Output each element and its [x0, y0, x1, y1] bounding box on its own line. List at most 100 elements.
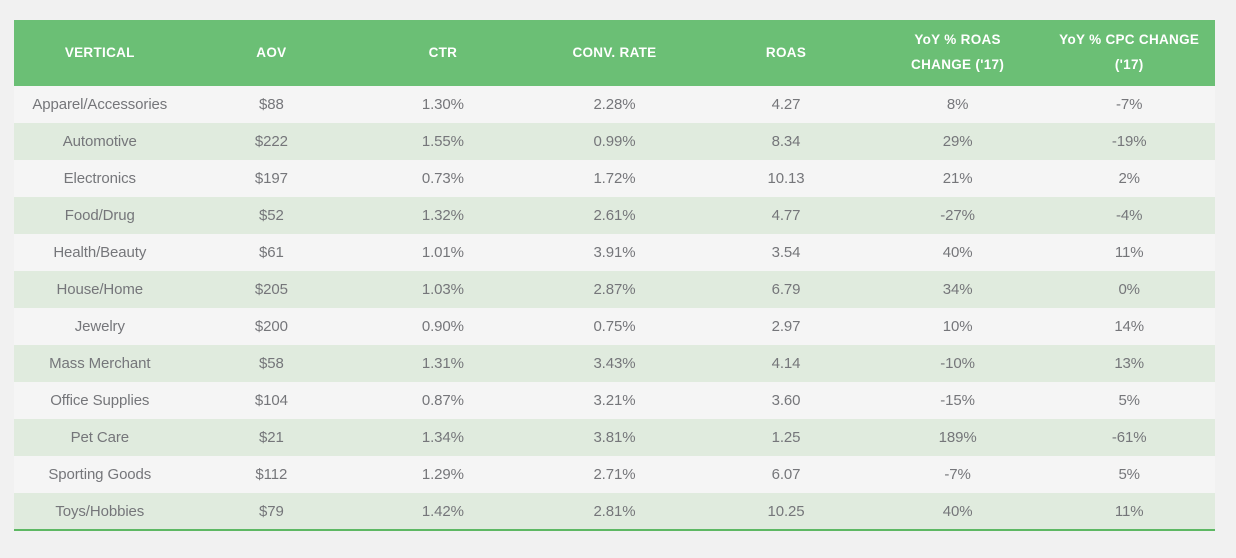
table-row-house-home: House/Home $205 1.03% 2.87% 6.79 34% 0%	[14, 271, 1215, 308]
cell-yoy-roas-change-17: 10%	[871, 308, 1044, 345]
cell-aov: $200	[185, 308, 358, 345]
table-row-health-beauty: Health/Beauty $61 1.01% 3.91% 3.54 40% 11%	[14, 234, 1215, 271]
column-header-yoy-roas-change-17: YoY % ROAS CHANGE ('17)	[871, 20, 1044, 86]
cell-ctr: 0.73%	[357, 160, 529, 197]
cell-ctr: 1.55%	[357, 123, 529, 160]
cell-aov: $58	[185, 345, 358, 382]
table-header: VERTICAL AOV CTR CONV. RATE ROAS YoY % ROAS C…	[14, 20, 1215, 86]
cell-vertical: Automotive	[14, 123, 186, 160]
cell-yoy-roas-change-17: 40%	[871, 493, 1044, 530]
cell-yoy-roas-change-17: 34%	[871, 271, 1044, 308]
cell-roas: 4.27	[700, 86, 872, 123]
column-header-conv-rate: CONV. RATE	[528, 20, 701, 86]
cell-vertical: Pet Care	[14, 419, 186, 456]
table-row-electronics: Electronics $197 0.73% 1.72% 10.13 21% 2%	[14, 160, 1215, 197]
cell-conv-rate: 2.71%	[528, 456, 701, 493]
cell-ctr: 1.01%	[357, 234, 529, 271]
cell-conv-rate: 2.28%	[528, 86, 701, 123]
cell-conv-rate: 3.21%	[528, 382, 701, 419]
cell-roas: 4.77	[700, 197, 872, 234]
column-header-yoy-cpc-change-17: YoY % CPC CHANGE ('17)	[1043, 20, 1215, 86]
table-row-food-drug: Food/Drug $52 1.32% 2.61% 4.77 -27% -4%	[14, 197, 1215, 234]
cell-yoy-roas-change-17: 40%	[871, 234, 1044, 271]
cell-roas: 10.25	[700, 493, 872, 530]
cell-roas: 3.54	[700, 234, 872, 271]
cell-conv-rate: 0.75%	[528, 308, 701, 345]
cell-yoy-roas-change-17: -27%	[871, 197, 1044, 234]
cell-aov: $197	[185, 160, 358, 197]
cell-ctr: 0.90%	[357, 308, 529, 345]
cell-vertical: Mass Merchant	[14, 345, 186, 382]
table-row-toys-hobbies: Toys/Hobbies $79 1.42% 2.81% 10.25 40% 11%	[14, 493, 1215, 530]
cell-conv-rate: 1.72%	[528, 160, 701, 197]
cell-conv-rate: 0.99%	[528, 123, 701, 160]
cell-yoy-roas-change-17: 29%	[871, 123, 1044, 160]
table-row-sporting-goods: Sporting Goods $112 1.29% 2.71% 6.07 -7% 5%	[14, 456, 1215, 493]
column-header-vertical: VERTICAL	[14, 20, 186, 86]
table-row-pet-care: Pet Care $21 1.34% 3.81% 1.25 189% -61%	[14, 419, 1215, 456]
cell-vertical: Apparel/Accessories	[14, 86, 186, 123]
table-row-office-supplies: Office Supplies $104 0.87% 3.21% 3.60 -15% 5%	[14, 382, 1215, 419]
cell-yoy-cpc-change-17: 5%	[1043, 456, 1215, 493]
cell-yoy-cpc-change-17: 5%	[1043, 382, 1215, 419]
cell-yoy-cpc-change-17: -7%	[1043, 86, 1215, 123]
cell-yoy-cpc-change-17: 11%	[1043, 234, 1215, 271]
table-header-row: VERTICAL AOV CTR CONV. RATE ROAS YoY % ROAS C…	[14, 20, 1215, 86]
cell-roas: 6.07	[700, 456, 872, 493]
cell-yoy-cpc-change-17: 11%	[1043, 493, 1215, 530]
cell-ctr: 1.31%	[357, 345, 529, 382]
cell-ctr: 1.03%	[357, 271, 529, 308]
cell-roas: 2.97	[700, 308, 872, 345]
cell-conv-rate: 2.61%	[528, 197, 701, 234]
cell-roas: 6.79	[700, 271, 872, 308]
table-body: Apparel/Accessories $88 1.30% 2.28% 4.27 8% -7…	[14, 86, 1215, 530]
cell-yoy-roas-change-17: -15%	[871, 382, 1044, 419]
cell-ctr: 0.87%	[357, 382, 529, 419]
cell-roas: 4.14	[700, 345, 872, 382]
cell-aov: $21	[185, 419, 358, 456]
cell-ctr: 1.30%	[357, 86, 529, 123]
cell-vertical: Sporting Goods	[14, 456, 186, 493]
cell-yoy-roas-change-17: 189%	[871, 419, 1044, 456]
table-row-jewelry: Jewelry $200 0.90% 0.75% 2.97 10% 14%	[14, 308, 1215, 345]
column-header-aov: AOV	[185, 20, 358, 86]
cell-aov: $79	[185, 493, 358, 530]
cell-ctr: 1.32%	[357, 197, 529, 234]
table-row-apparel-accessories: Apparel/Accessories $88 1.30% 2.28% 4.27 8% -7…	[14, 86, 1215, 123]
cell-ctr: 1.42%	[357, 493, 529, 530]
cell-aov: $52	[185, 197, 358, 234]
cell-yoy-roas-change-17: 8%	[871, 86, 1044, 123]
cell-conv-rate: 2.87%	[528, 271, 701, 308]
cell-roas: 8.34	[700, 123, 872, 160]
cell-ctr: 1.34%	[357, 419, 529, 456]
cell-vertical: House/Home	[14, 271, 186, 308]
cell-vertical: Health/Beauty	[14, 234, 186, 271]
column-header-ctr: CTR	[357, 20, 529, 86]
cell-yoy-cpc-change-17: 2%	[1043, 160, 1215, 197]
cell-yoy-roas-change-17: -7%	[871, 456, 1044, 493]
cell-vertical: Toys/Hobbies	[14, 493, 186, 530]
cell-yoy-roas-change-17: -10%	[871, 345, 1044, 382]
cell-conv-rate: 3.81%	[528, 419, 701, 456]
cell-aov: $205	[185, 271, 358, 308]
cell-aov: $222	[185, 123, 358, 160]
cell-aov: $61	[185, 234, 358, 271]
cell-yoy-cpc-change-17: 14%	[1043, 308, 1215, 345]
cell-ctr: 1.29%	[357, 456, 529, 493]
cell-roas: 10.13	[700, 160, 872, 197]
cell-aov: $88	[185, 86, 358, 123]
cell-vertical: Food/Drug	[14, 197, 186, 234]
cell-yoy-cpc-change-17: -19%	[1043, 123, 1215, 160]
cell-aov: $104	[185, 382, 358, 419]
vertical-metrics-table: VERTICAL AOV CTR CONV. RATE ROAS YoY % ROAS C…	[14, 20, 1215, 531]
cell-roas: 3.60	[700, 382, 872, 419]
cell-yoy-cpc-change-17: 0%	[1043, 271, 1215, 308]
column-header-roas: ROAS	[700, 20, 872, 86]
cell-conv-rate: 3.43%	[528, 345, 701, 382]
table-row-mass-merchant: Mass Merchant $58 1.31% 3.43% 4.14 -10% 13%	[14, 345, 1215, 382]
cell-yoy-roas-change-17: 21%	[871, 160, 1044, 197]
cell-vertical: Jewelry	[14, 308, 186, 345]
cell-yoy-cpc-change-17: -61%	[1043, 419, 1215, 456]
table-row-automotive: Automotive $222 1.55% 0.99% 8.34 29% -19%	[14, 123, 1215, 160]
cell-yoy-cpc-change-17: -4%	[1043, 197, 1215, 234]
